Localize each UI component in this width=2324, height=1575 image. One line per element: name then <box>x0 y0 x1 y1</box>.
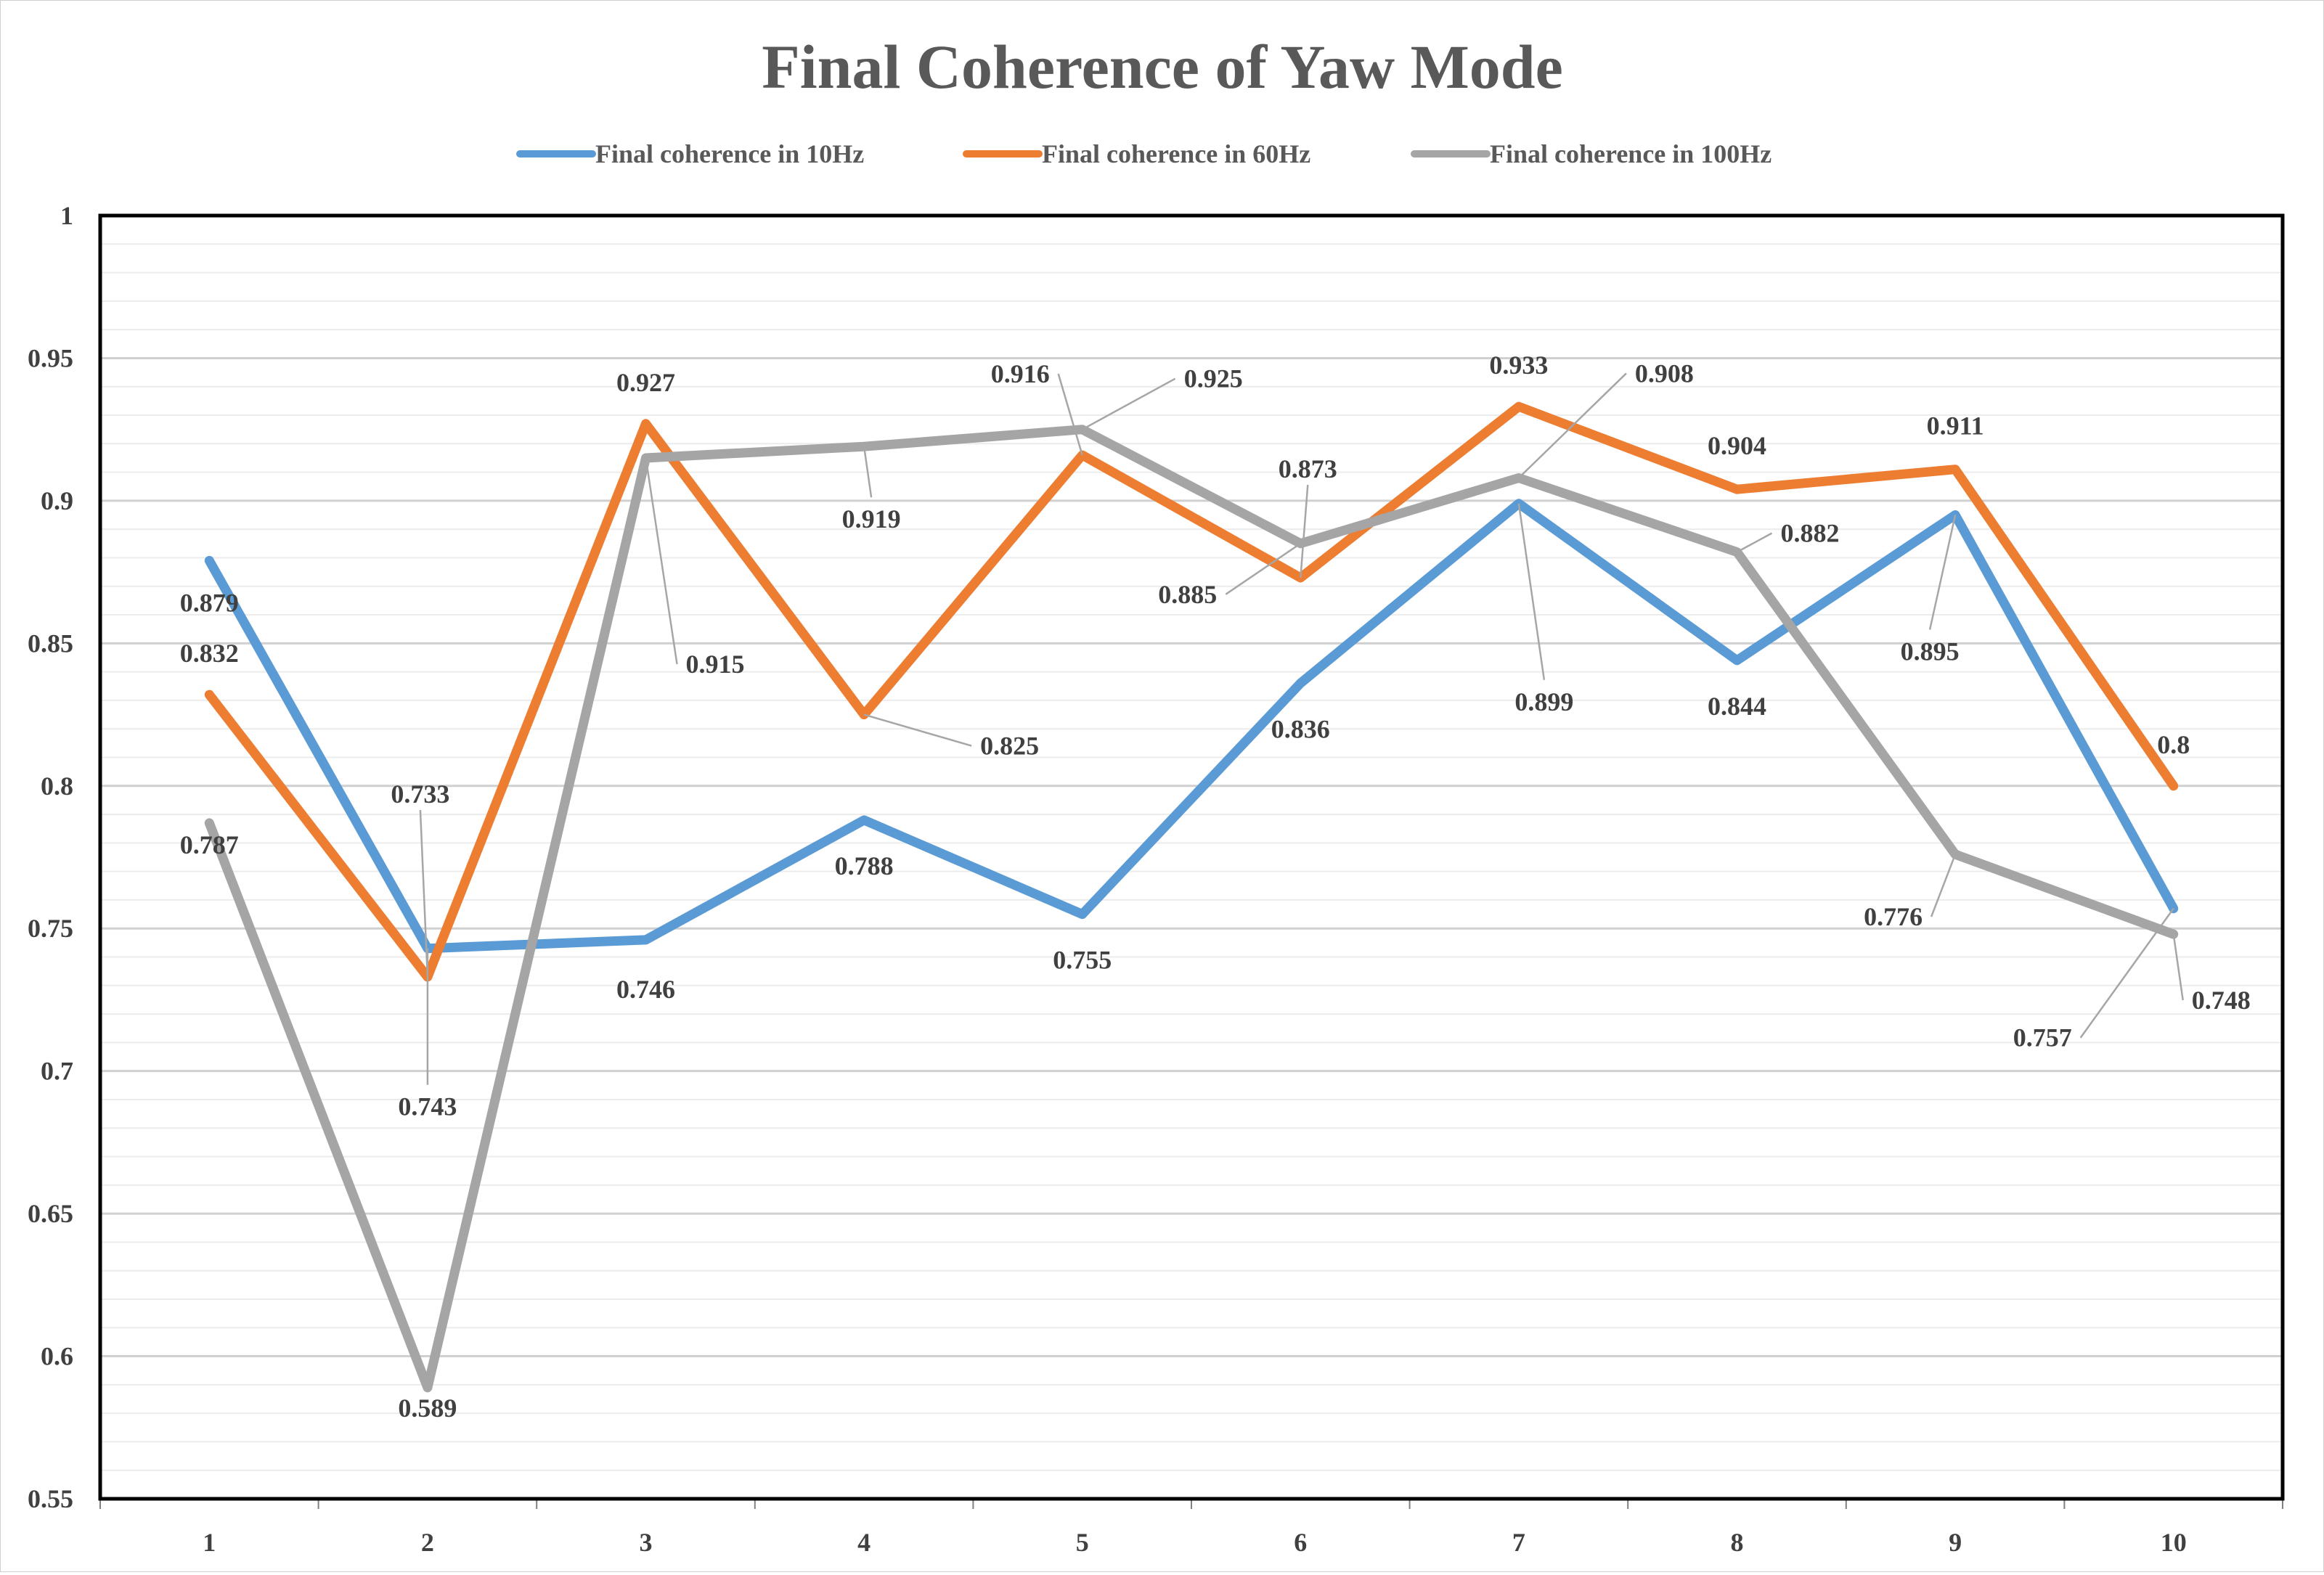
data-label-leader <box>1082 377 1176 430</box>
data-label-leader <box>1057 373 1083 456</box>
y-tick-label: 0.65 <box>28 1199 73 1228</box>
x-axis: 1 2 3 4 5 6 7 8 9 10 <box>99 1499 2283 1557</box>
legend: Final coherence in 10Hz Final coherence i… <box>516 139 1771 168</box>
data-label-leader <box>2172 933 2184 1001</box>
data-label-leader <box>1736 532 1773 553</box>
y-tick-label: 0.55 <box>28 1484 73 1513</box>
legend-label: Final coherence in 100Hz <box>1490 139 1771 168</box>
data-label-leader <box>1225 542 1302 595</box>
data-label: 0.844 <box>1708 692 1766 721</box>
data-label: 0.895 <box>1901 637 1960 666</box>
series-line <box>204 499 2179 954</box>
data-label: 0.832 <box>180 639 239 668</box>
legend-label: Final coherence in 10Hz <box>595 139 864 168</box>
series-line <box>204 401 2179 982</box>
data-label: 0.908 <box>1635 359 1694 388</box>
data-label: 0.589 <box>398 1394 457 1423</box>
x-tick-label: 2 <box>421 1528 434 1557</box>
plot-area-border <box>98 213 2285 1501</box>
data-label: 0.743 <box>398 1092 457 1121</box>
y-tick-label: 1 <box>60 201 73 230</box>
y-tick-label: 0.8 <box>41 772 73 801</box>
data-label-leader <box>1930 854 1957 917</box>
data-label-leader <box>1928 515 1957 630</box>
data-label: 0.788 <box>835 851 894 880</box>
data-label: 0.748 <box>2192 986 2251 1015</box>
data-label: 0.919 <box>842 504 901 533</box>
data-label: 0.882 <box>1781 519 1840 548</box>
data-label: 0.746 <box>616 975 675 1004</box>
data-label: 0.836 <box>1271 714 1330 743</box>
data-labels: 0.879 0.743 0.746 0.788 0.755 0.836 0.899 0.844… <box>180 351 2251 1423</box>
data-label: 0.899 <box>1514 687 1573 716</box>
legend-item: Final coherence in 10Hz <box>516 139 864 168</box>
leader-lines <box>419 372 2184 1085</box>
data-label: 0.873 <box>1279 454 1337 483</box>
legend-label: Final coherence in 60Hz <box>1042 139 1310 168</box>
data-label: 0.757 <box>2013 1023 2072 1052</box>
data-label: 0.733 <box>391 780 449 809</box>
data-label-leader <box>1517 503 1546 680</box>
legend-item: Final coherence in 60Hz <box>963 139 1310 168</box>
y-tick-label: 0.7 <box>41 1057 73 1086</box>
y-tick-label: 0.75 <box>28 914 73 943</box>
data-label: 0.787 <box>180 830 239 859</box>
data-label: 0.911 <box>1927 412 1984 441</box>
chart-title: Final Coherence of Yaw Mode <box>762 32 1563 102</box>
x-tick-label: 7 <box>1512 1528 1525 1557</box>
x-tick-label: 1 <box>203 1528 216 1557</box>
data-label: 0.8 <box>2157 730 2190 759</box>
legend-item: Final coherence in 100Hz <box>1411 139 1771 168</box>
data-label-leader <box>863 446 873 498</box>
data-label-leader <box>1300 484 1309 578</box>
data-label: 0.825 <box>980 732 1039 761</box>
data-label: 0.776 <box>1864 902 1923 931</box>
x-tick-label: 8 <box>1731 1528 1744 1557</box>
data-label: 0.755 <box>1053 946 1112 975</box>
data-label: 0.933 <box>1489 351 1548 380</box>
data-label: 0.927 <box>616 368 675 397</box>
y-axis: 0.55 0.6 0.65 0.7 0.75 0.8 0.85 0.9 0.95 1 <box>28 201 73 1513</box>
data-label-leader <box>2079 907 2174 1039</box>
y-tick-label: 0.6 <box>41 1342 73 1371</box>
data-label-leader <box>1518 372 1627 479</box>
y-tick-label: 0.85 <box>28 629 73 658</box>
y-tick-label: 0.9 <box>41 486 73 515</box>
data-label: 0.885 <box>1158 580 1217 609</box>
data-label: 0.916 <box>991 359 1050 388</box>
data-label-leader <box>419 809 429 978</box>
series-line <box>204 425 2179 1393</box>
x-tick-label: 3 <box>640 1528 653 1557</box>
data-label-leader <box>863 713 972 747</box>
y-tick-label: 0.95 <box>28 343 73 372</box>
x-tick-label: 5 <box>1076 1528 1089 1557</box>
x-tick-label: 9 <box>1949 1528 1962 1557</box>
series-layer <box>204 401 2179 1393</box>
data-label-leader <box>645 457 678 665</box>
x-tick-label: 10 <box>2161 1528 2187 1557</box>
data-label: 0.915 <box>686 650 745 679</box>
x-tick-label: 4 <box>857 1528 871 1557</box>
data-label: 0.925 <box>1184 364 1243 393</box>
data-label: 0.879 <box>180 588 239 617</box>
x-tick-label: 6 <box>1294 1528 1307 1557</box>
data-label: 0.904 <box>1708 431 1766 460</box>
